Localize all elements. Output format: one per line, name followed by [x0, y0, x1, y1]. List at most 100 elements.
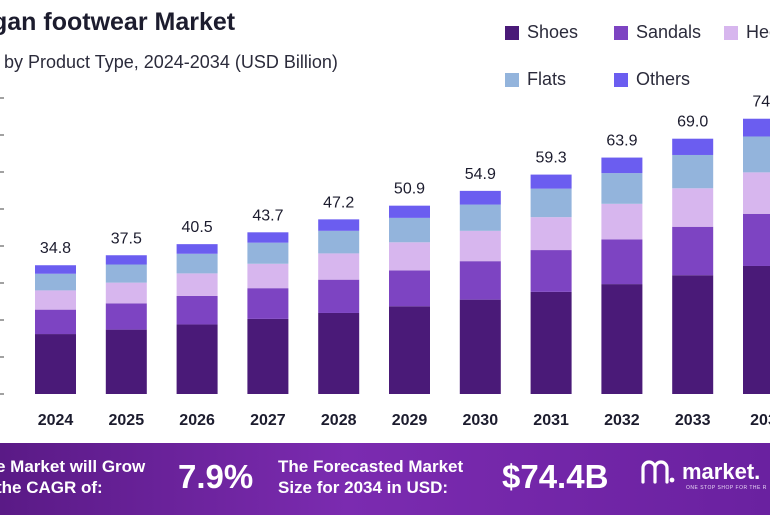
- bar-segment-hee-2025: [105, 282, 147, 304]
- bar-segment-flats-2033: [672, 154, 714, 189]
- bar-segment-sandals-2031: [530, 250, 572, 292]
- bar-segment-shoes-2029: [389, 306, 430, 394]
- bar-segment-flats-2024: [35, 273, 76, 291]
- legend-swatch-heels: [724, 25, 738, 40]
- legend-item-others: Others: [614, 69, 690, 90]
- bar-segment-flats-2030: [459, 204, 501, 231]
- bar-chart: 34.8 2024 37.5 2025 40.5 2026 43.7 2027 47.2 2028…: [0, 94, 770, 429]
- bar-segment-sandals-2032: [601, 239, 643, 285]
- bar-segment-shoes-2033: [672, 275, 714, 394]
- bar-segment-shoes-2028: [318, 312, 360, 394]
- cagr-value: 7.9%: [178, 458, 254, 495]
- bar-segment-others-2033: [672, 138, 714, 155]
- x-tick-label-2029: 2029: [392, 412, 428, 429]
- bar-segment-others-2027: [247, 232, 289, 243]
- bar-segment-hee-2027: [247, 263, 289, 289]
- total-label-2033: 69.0: [677, 114, 708, 131]
- total-label-2031: 59.3: [536, 150, 567, 167]
- bar-segment-sandals-2033: [672, 226, 714, 276]
- legend-swatch-others: [614, 72, 628, 87]
- legend-label-shoes: Shoes: [527, 22, 579, 42]
- bar-segment-hee-203: [743, 172, 770, 214]
- bar-segment-hee-2032: [601, 203, 643, 240]
- legend-label-others: Others: [636, 69, 691, 89]
- legend-item-heels: Hee: [724, 22, 770, 43]
- cagr-label: e Market will Grow the CAGR of:: [0, 457, 146, 497]
- bar-segment-sandals-2025: [105, 303, 147, 330]
- bar-segment-hee-2028: [318, 253, 360, 280]
- bar-segment-others-2031: [530, 174, 572, 189]
- bar-segment-flats-2025: [105, 264, 147, 283]
- x-tick-label-203: 203: [750, 412, 770, 429]
- bar-segment-others-2032: [601, 157, 643, 174]
- legend-item-shoes: Shoes: [505, 22, 578, 43]
- bar-segment-others-2028: [318, 219, 360, 231]
- bar-segment-hee-2031: [530, 217, 572, 251]
- bar-segment-shoes-2030: [459, 299, 501, 394]
- total-label-2026: 40.5: [182, 219, 213, 236]
- bar-segment-flats-2027: [247, 242, 289, 264]
- x-tick-label-2026: 2026: [179, 412, 215, 429]
- total-label-2027: 43.7: [252, 207, 283, 224]
- brand-name: market.: [682, 459, 761, 484]
- bar-segment-others-2026: [176, 244, 218, 254]
- chart-title: gan footwear Market: [0, 8, 236, 36]
- x-tick-label-2028: 2028: [321, 412, 357, 429]
- forecast-value: $74.4B: [502, 458, 609, 495]
- total-label-2030: 54.9: [465, 166, 496, 183]
- brand-tagline: ONE STOP SHOP FOR THE R: [686, 485, 767, 491]
- bar-segment-sandals-2029: [389, 270, 430, 307]
- bar-segment-flats-2026: [176, 253, 218, 274]
- x-tick-label-2030: 2030: [463, 412, 499, 429]
- legend-label-sandals: Sandals: [636, 22, 702, 42]
- legend-item-sandals: Sandals: [614, 22, 701, 43]
- bar-segment-shoes-2025: [105, 329, 147, 394]
- bar-segment-sandals-2026: [176, 295, 218, 325]
- bar-segment-others-2029: [389, 205, 430, 218]
- bar-segment-others-203: [743, 118, 770, 137]
- total-label-2029: 50.9: [394, 181, 425, 198]
- legend-item-flats: Flats: [505, 69, 566, 90]
- x-tick-label-2033: 2033: [675, 412, 711, 429]
- bar-segment-flats-2032: [601, 173, 643, 204]
- bar-segment-flats-2029: [389, 217, 430, 243]
- legend-label-heels: Hee: [746, 22, 770, 42]
- legend-swatch-flats: [505, 72, 519, 87]
- bar-segment-flats-2028: [318, 230, 360, 254]
- total-label-2024: 34.8: [40, 240, 71, 257]
- bar-segment-flats-203: [743, 136, 770, 173]
- legend-swatch-shoes: [505, 25, 519, 40]
- chart-subtitle: , by Product Type, 2024-2034 (USD Billio…: [0, 52, 338, 72]
- x-tick-label-2027: 2027: [250, 412, 286, 429]
- bar-segment-hee-2030: [459, 230, 501, 262]
- bar-segment-sandals-2024: [35, 309, 76, 335]
- bar-segment-shoes-2032: [601, 284, 643, 394]
- total-label-2025: 37.5: [111, 230, 142, 247]
- bar-segment-shoes-2031: [530, 291, 572, 394]
- bar-segment-others-2025: [105, 255, 147, 265]
- total-label-2032: 63.9: [606, 133, 637, 150]
- legend-swatch-sandals: [614, 25, 628, 40]
- legend-label-flats: Flats: [527, 69, 567, 89]
- bar-segment-hee-2033: [672, 188, 714, 227]
- bar-segment-shoes-2027: [247, 318, 289, 394]
- bar-segment-shoes-2026: [176, 324, 218, 394]
- bar-segment-hee-2029: [389, 242, 430, 271]
- bar-segment-others-2024: [35, 265, 76, 274]
- total-label-203: 74.: [752, 94, 770, 111]
- bar-segment-shoes-203: [743, 265, 770, 394]
- x-tick-label-2032: 2032: [604, 412, 640, 429]
- x-tick-label-2024: 2024: [38, 412, 74, 429]
- bar-segment-others-2030: [459, 190, 501, 205]
- bar-segment-hee-2024: [35, 290, 76, 310]
- total-label-2028: 47.2: [323, 194, 354, 211]
- brand-mark-icon: [641, 460, 675, 484]
- brand-logo: market.: [640, 458, 760, 486]
- bar-segment-flats-2031: [530, 188, 572, 218]
- bar-segment-sandals-2028: [318, 279, 360, 313]
- bar-segment-hee-2026: [176, 273, 218, 296]
- bar-segment-sandals-2030: [459, 261, 501, 300]
- forecast-label: The Forecasted Market Size for 2034 in U…: [278, 457, 464, 497]
- x-tick-label-2025: 2025: [109, 412, 145, 429]
